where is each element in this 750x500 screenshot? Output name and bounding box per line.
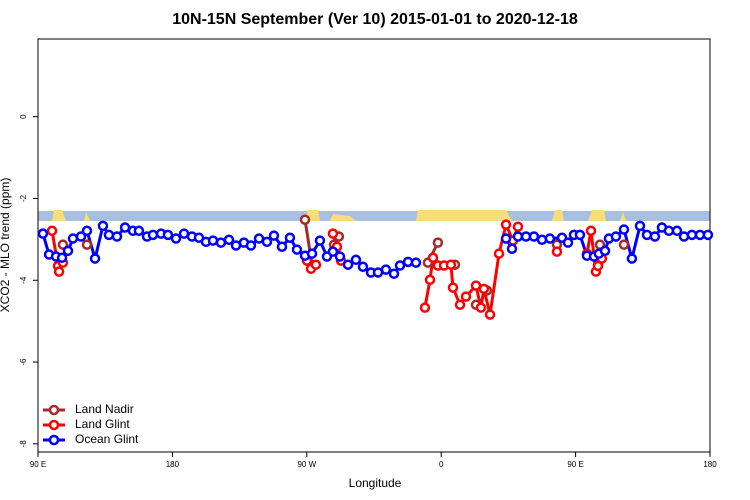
- data-point: [327, 246, 339, 257]
- data-point: [111, 231, 123, 242]
- data-point: [432, 237, 444, 248]
- data-point: [475, 302, 487, 313]
- data-point: [81, 239, 93, 250]
- data-point: [147, 229, 159, 241]
- legend-label: Land Glint: [75, 417, 130, 431]
- data-point: [574, 229, 586, 241]
- data-point: [544, 233, 556, 244]
- data-point: [512, 221, 524, 232]
- x-axis-label: Longitude: [349, 476, 402, 490]
- legend-marker: [48, 419, 60, 431]
- data-point: [56, 252, 68, 264]
- data-point: [291, 244, 303, 255]
- data-point: [334, 251, 346, 262]
- data-point: [133, 225, 145, 237]
- data-point: [478, 283, 490, 295]
- data-point: [671, 225, 683, 237]
- data-point: [551, 246, 563, 257]
- y-tick-label: -6: [19, 358, 28, 366]
- data-point: [424, 274, 436, 286]
- data-point: [493, 248, 505, 259]
- data-point: [37, 228, 49, 239]
- data-point: [388, 268, 400, 279]
- y-tick-label: -4: [19, 276, 28, 284]
- data-point: [618, 224, 630, 235]
- data-point: [46, 225, 58, 237]
- data-point: [276, 241, 288, 252]
- y-tick-label: 0: [19, 114, 28, 119]
- data-point: [97, 220, 109, 232]
- data-point: [663, 225, 675, 237]
- data-point: [536, 234, 548, 246]
- chart-title: 10N-15N September (Ver 10) 2015-01-01 to…: [172, 11, 578, 28]
- data-point: [357, 261, 369, 273]
- data-point: [394, 260, 406, 271]
- y-axis-label: XCO2 - MLO trend (ppm): [0, 178, 12, 313]
- data-point: [223, 234, 235, 246]
- data-point: [599, 245, 611, 257]
- data-point: [500, 233, 512, 244]
- data-point: [284, 232, 296, 243]
- data-point: [445, 259, 457, 270]
- data-point: [528, 231, 540, 242]
- data-point: [410, 257, 422, 268]
- data-point: [67, 233, 79, 244]
- data-point: [215, 237, 227, 248]
- x-tick-label: 0: [439, 460, 444, 469]
- data-point: [618, 239, 630, 250]
- data-point: [610, 231, 622, 242]
- data-point: [427, 252, 439, 264]
- data-point: [562, 237, 574, 248]
- data-point: [327, 228, 339, 239]
- data-point: [342, 259, 354, 270]
- data-point: [506, 243, 518, 255]
- data-point: [626, 253, 638, 264]
- legend-marker: [48, 434, 60, 446]
- x-tick-label: 180: [166, 460, 180, 469]
- data-point: [89, 253, 101, 264]
- legend-label: Ocean Glint: [75, 432, 139, 446]
- land-mask-band: [38, 210, 710, 221]
- data-point: [454, 299, 466, 311]
- data-point: [350, 254, 362, 266]
- data-point: [62, 245, 74, 257]
- x-tick-label: 180: [703, 460, 717, 469]
- x-tick-label: 90 W: [297, 460, 316, 469]
- data-point: [585, 225, 597, 237]
- data-point: [500, 219, 512, 230]
- data-point: [162, 229, 174, 241]
- data-point: [261, 236, 273, 248]
- data-point: [686, 229, 698, 241]
- data-point: [299, 214, 311, 225]
- data-point: [245, 240, 257, 251]
- data-point: [306, 248, 318, 259]
- data-point: [310, 259, 322, 270]
- data-point: [380, 264, 392, 275]
- data-point: [314, 235, 326, 246]
- data-point: [634, 220, 646, 232]
- plot-frame: [37, 38, 711, 453]
- data-point: [170, 233, 182, 244]
- data-point: [484, 309, 496, 320]
- data-point: [81, 225, 93, 237]
- data-point: [419, 302, 431, 313]
- data-point: [447, 282, 459, 293]
- y-tick-label: -2: [19, 194, 28, 202]
- data-point: [103, 229, 115, 241]
- x-tick-label: 90 E: [30, 460, 46, 469]
- data-point: [53, 266, 65, 277]
- data-point: [649, 231, 661, 242]
- data-point: [75, 231, 87, 242]
- data-point: [702, 229, 714, 241]
- legend-label: Land Nadir: [75, 402, 134, 416]
- y-tick-label: -8: [19, 440, 28, 448]
- data-point: [460, 291, 472, 302]
- data-point: [268, 230, 280, 241]
- x-tick-label: 90 E: [567, 460, 583, 469]
- data-point: [512, 231, 524, 242]
- legend-marker: [48, 404, 60, 416]
